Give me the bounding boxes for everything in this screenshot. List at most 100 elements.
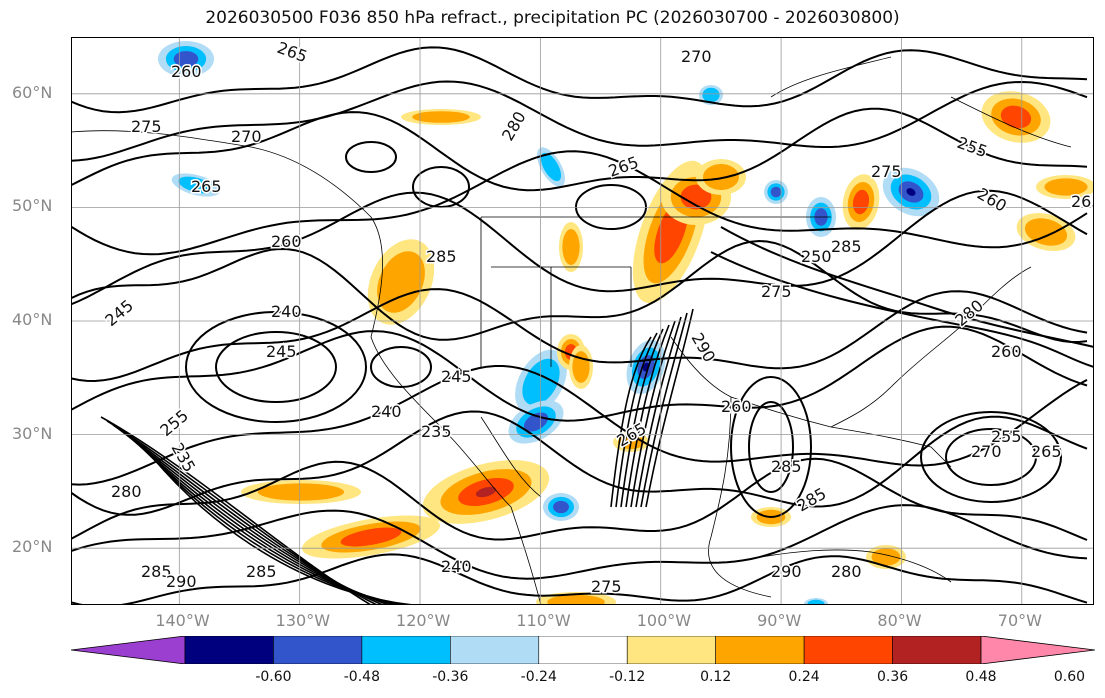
contour-label: 240 [271,302,302,321]
coastline [830,266,1032,428]
contour-label: 270 [231,127,262,146]
contour-line [71,410,1088,516]
contour-label: 260 [271,232,302,251]
contour-line [71,325,1088,422]
shading-cell [702,87,720,103]
contour-label: 275 [761,282,792,301]
refractivity-contours [71,46,1094,605]
contour-label: 270 [681,47,712,66]
map-frame [71,37,1094,605]
colorbar-bin [361,636,451,664]
contour-line [71,239,1088,343]
colorbar-tick: 0.12 [700,669,732,685]
shading-cell [680,184,712,210]
contour-line [71,80,1088,162]
lon-tick-label: 100°W [636,611,692,630]
contour-label: 260 [974,184,1010,216]
shading-cell [1024,218,1068,246]
colorbar-tick: 0.48 [965,669,997,685]
contour-line [620,328,664,508]
contour-label: 255 [991,427,1022,446]
shading-cell [377,251,425,313]
coastline [480,416,542,498]
coastline [670,336,952,468]
colorbar [71,636,1095,664]
contour-label: 275 [131,117,162,136]
lon-tick-label: 130°W [275,611,331,630]
contour-label: 285 [831,237,862,256]
contour-label: 245 [441,367,472,386]
contour-label: 245 [101,296,137,330]
shading-cell [340,527,402,547]
lat-tick-label: 30°N [12,423,53,443]
shading-cell [257,483,345,501]
shading-cell [547,594,605,605]
shading-cell [540,152,562,182]
contour-label: 280 [111,482,142,501]
shading-cell [770,186,782,198]
contour-label: 285 [426,247,457,266]
contour-label: 285 [246,562,277,581]
contour-label: 290 [771,562,802,581]
contour-line [610,336,652,508]
map-title: 2026030500 F036 850 hPa refract., precip… [205,8,900,28]
contour-label: 260 [721,397,752,416]
contour-label: 240 [371,402,402,421]
contour-label: 285 [794,484,830,516]
contour-label: 255 [955,133,990,161]
contour-label: 265 [191,177,222,196]
colorbar-tick: -0.12 [609,669,646,685]
contour-line [71,150,1088,256]
closed-contour [345,141,397,173]
lon-tick-label: 80°W [877,611,922,630]
colorbar-tick: 0.36 [876,669,909,685]
lon-tick-label: 90°W [757,611,802,630]
contour-line [71,288,1088,383]
closed-contour [215,331,337,403]
lat-tick-label: 40°N [12,310,53,329]
colorbar-bin [626,636,716,664]
lat-tick-label: 20°N [12,537,53,557]
contour-line [720,226,1094,348]
contour-line [71,553,1088,605]
map-panel: 265 260 270 275 270 280 265 265 260 285 255 260 265 2… [71,37,1094,605]
closed-contour [370,346,432,388]
colorbar-bin [273,636,363,664]
closed-contour [945,428,1037,486]
colorbar-tick: 0.24 [788,669,820,685]
contour-label: 260 [991,342,1022,361]
shading-cell [871,548,901,566]
colorbar-tick: -0.60 [255,669,292,685]
contour-line [630,320,676,508]
colorbar-bin [803,636,893,664]
contour-label: 275 [591,577,622,596]
contour-line [640,312,688,508]
coastlines [71,56,1072,605]
contour-line [71,107,1088,192]
contour-line [71,365,1088,486]
colorbar-bin [715,636,805,664]
contour-line [710,251,1094,368]
colorbar-tick: -0.36 [432,669,469,685]
contour-line [142,444,414,605]
contour-label: 265 [275,38,310,66]
lon-tick-label: 120°W [396,611,451,630]
contour-line [635,316,682,508]
closed-contour [748,401,794,493]
shading-cell [1044,178,1088,196]
coastline [708,396,772,598]
contour-line [71,189,1088,306]
colorbar-extend-low [71,636,186,664]
contour-line [625,324,670,508]
coastline [760,549,952,583]
contour-line [615,332,658,508]
contour-line [71,457,1088,541]
colorbar-tick: 0.60 [1053,669,1086,685]
lat-tick-label: 60°N [12,82,53,102]
contour-label: 265 [1071,192,1094,211]
contour-labels: 265 260 270 275 270 280 265 265 260 285 255 260 265 2… [100,37,1094,598]
lat-lon-grid [71,37,1094,605]
colorbar-tick: -0.48 [343,669,380,685]
lon-tick-label: 140°W [155,611,210,630]
colorbar-bin [184,636,274,664]
